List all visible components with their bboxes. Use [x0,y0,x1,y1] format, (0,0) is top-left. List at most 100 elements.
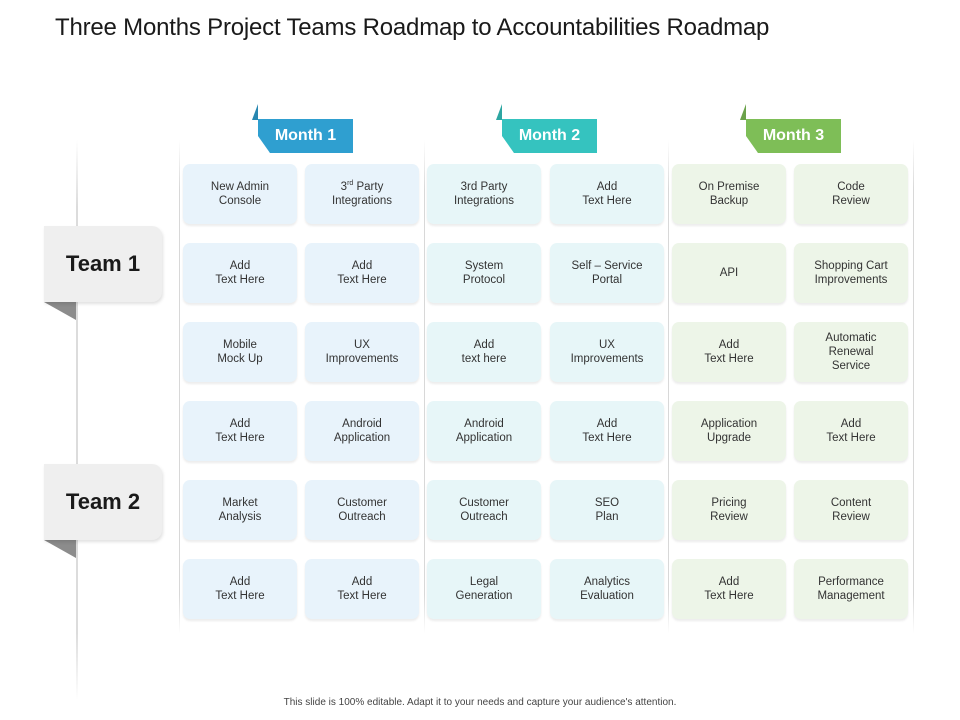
task-card-text: Text Here [215,432,265,444]
task-card-text: Integrations [453,195,515,207]
task-card-text: Mock Up [217,353,263,365]
task-card-text: Application [455,432,513,444]
task-card-text: Add [229,260,251,272]
task-card-text: Text Here [582,195,632,207]
task-card-text: Protocol [462,274,506,286]
task-card: System Protocol [427,243,541,303]
task-card-text: Analytics [583,576,631,588]
task-card-text: Text Here [337,274,387,286]
task-card-text: Upgrade [706,432,752,444]
task-card-text: 3rd Party [340,180,384,193]
task-card: Add text here [427,322,541,382]
month-2-tab: Month 2 [502,119,597,153]
task-card-text: Outreach [460,511,508,523]
task-card-text: Android [342,418,382,430]
timeline-line [76,140,78,700]
task-card-text: Android [464,418,504,430]
task-card-text: On Premise [698,181,760,193]
task-card-text: New Admin [210,181,270,193]
task-card: Code Review [794,164,908,224]
task-card: Add Text Here [305,243,419,303]
task-card-text: Performance [818,576,884,588]
task-card: Add Text Here [672,559,786,619]
task-card-text: Portal [591,274,623,286]
task-card: Add Text Here [550,164,664,224]
task-card: Add Text Here [305,559,419,619]
task-card-text: Review [832,195,870,207]
task-card: Customer Outreach [305,480,419,540]
team-1-label: Team 1 [44,226,162,302]
task-card-text: Management [817,590,885,602]
task-card-text: Add [229,576,251,588]
team-1-fold [44,302,76,320]
task-card-text: Automatic [825,332,877,344]
task-card: Add Text Here [183,401,297,461]
task-card-text: Self – Service [571,260,643,272]
month-1-tab: Month 1 [258,119,353,153]
task-card: UX Improvements [550,322,664,382]
task-card-text: Service [831,360,871,372]
task-card: Customer Outreach [427,480,541,540]
task-card-text: Integrations [331,195,393,207]
task-card-text: Plan [595,511,619,523]
month-3-flag [740,104,746,120]
month-1-flag [252,104,258,120]
task-card: Add Text Here [183,243,297,303]
task-card: SEO Plan [550,480,664,540]
task-card-text: API [719,267,739,279]
task-card: New Admin Console [183,164,297,224]
task-card: Automatic Renewal Service [794,322,908,382]
task-card-text: Review [710,511,748,523]
task-card-text: Code [837,181,865,193]
task-card-text: Console [218,195,262,207]
task-card: Content Review [794,480,908,540]
task-card-text: Legal [469,576,499,588]
task-card-text: System [464,260,504,272]
task-card-text: Add [351,576,373,588]
task-card: Android Application [305,401,419,461]
task-card-text: Improvements [570,353,644,365]
task-card: Pricing Review [672,480,786,540]
column-divider [424,140,425,634]
page-title: Three Months Project Teams Roadmap to Ac… [55,14,770,41]
task-card-text: Renewal [828,346,874,358]
task-card-text: Pricing [711,497,747,509]
task-card-text: Outreach [338,511,386,523]
task-card-text: Improvements [814,274,888,286]
task-card-text: Add [229,418,251,430]
task-card-text: Application [333,432,391,444]
task-card-text: Analysis [218,511,262,523]
task-card-text: Add [718,576,740,588]
task-card-text: Text Here [704,590,754,602]
task-card-text: Add [351,260,373,272]
task-card-text: Improvements [325,353,399,365]
task-card: Shopping Cart Improvements [794,243,908,303]
task-card-text: Market [222,497,258,509]
task-card-text: Review [832,511,870,523]
team-2-label: Team 2 [44,464,162,540]
task-card-text: text here [461,353,507,365]
task-card-text: SEO [594,497,620,509]
task-card-text: Shopping Cart [814,260,888,272]
task-card: Mobile Mock Up [183,322,297,382]
task-card: Performance Management [794,559,908,619]
task-card-text: Text Here [704,353,754,365]
task-card-text: UX [599,339,615,351]
task-card-text: Text Here [215,590,265,602]
task-card-text: Customer [459,497,509,509]
task-card-text: Evaluation [580,590,634,602]
task-card: Application Upgrade [672,401,786,461]
task-card-text: Add [473,339,495,351]
column-divider [668,140,669,634]
task-card: Add Text Here [794,401,908,461]
task-card: Add Text Here [672,322,786,382]
task-card-text: Mobile [223,339,257,351]
task-card: Market Analysis [183,480,297,540]
task-card: Self – Service Portal [550,243,664,303]
task-card-text: Text Here [337,590,387,602]
task-card: Legal Generation [427,559,541,619]
task-card-text: Text Here [215,274,265,286]
task-card-text: Generation [455,590,513,602]
column-divider [179,140,180,634]
month-2-flag [496,104,502,120]
